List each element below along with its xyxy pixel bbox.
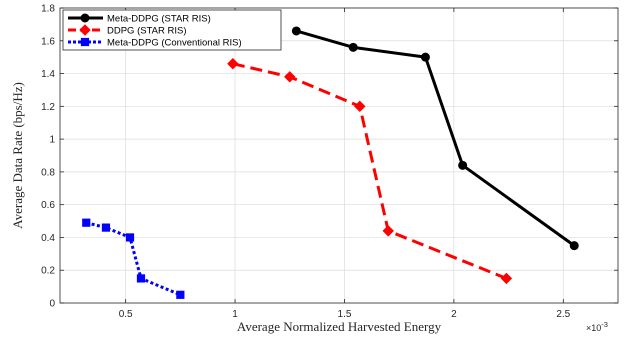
y-tick-label: 0: [49, 299, 55, 310]
legend-item: Meta-DDPG (Conventional RIS): [68, 38, 242, 49]
data-point: [136, 274, 146, 283]
x-tick-label: 1.5: [338, 309, 352, 320]
legend-label: Meta-DDPG (Conventional RIS): [107, 38, 242, 49]
legend-marker: [79, 24, 91, 36]
y-tick-label: 1.2: [41, 102, 55, 113]
data-point: [458, 160, 468, 170]
data-point: [227, 58, 239, 70]
series-0: [291, 26, 579, 251]
y-tick-label: 1.4: [41, 69, 55, 80]
data-point: [500, 272, 513, 285]
axis-ticks: 0.5 1 1.5 2 2.5 0 0.2 0.4 0.6 0.8 1 1.2 1.4 1.6 1.8: [41, 4, 618, 320]
data-point: [291, 26, 301, 36]
y-tick-label: 1: [49, 135, 55, 146]
data-point: [348, 42, 358, 52]
grid-lines: [60, 7, 618, 304]
x-tick-label: 0.5: [119, 309, 133, 320]
data-point: [569, 241, 579, 251]
x-tick-label: 1: [232, 309, 238, 320]
legend-label: DDPG (STAR RIS): [107, 26, 187, 37]
x-axis-label: Average Normalized Harvested Energy: [237, 319, 442, 334]
series-line: [295, 29, 576, 247]
data-point: [284, 71, 296, 83]
y-tick-label: 0.8: [41, 167, 55, 178]
data-point: [82, 218, 91, 227]
x-axis-multiplier-base: ×10: [586, 323, 601, 333]
data-point: [101, 223, 111, 232]
y-tick-label: 0.2: [41, 266, 55, 277]
data-point: [176, 290, 185, 299]
data-point: [354, 100, 366, 113]
x-tick-label: 2: [451, 309, 457, 320]
series-1: [227, 58, 513, 285]
legend: Meta-DDPG (STAR RIS)DDPG (STAR RIS)Meta-…: [62, 9, 282, 51]
series-layer: [82, 26, 579, 299]
data-point: [420, 52, 430, 62]
x-axis-multiplier-exponent: -3: [601, 320, 608, 329]
legend-marker: [80, 13, 90, 23]
y-axis-label: Average Data Rate (bps/Hz): [10, 82, 25, 229]
legend-marker: [80, 37, 90, 47]
y-tick-label: 1.8: [41, 4, 55, 15]
series-2: [82, 218, 185, 299]
y-tick-label: 0.4: [41, 233, 55, 244]
series-line: [232, 62, 507, 280]
y-tick-label: 0.6: [41, 200, 55, 211]
x-axis-multiplier: ×10-3: [586, 320, 608, 333]
legend-label: Meta-DDPG (STAR RIS): [107, 14, 211, 25]
data-point: [382, 225, 394, 237]
plot-frame: [59, 7, 619, 304]
data-point: [125, 233, 135, 242]
legend-item: DDPG (STAR RIS): [68, 24, 187, 37]
y-tick-label: 1.6: [41, 36, 55, 47]
x-tick-label: 2.5: [556, 309, 570, 320]
legend-item: Meta-DDPG (STAR RIS): [68, 13, 211, 25]
